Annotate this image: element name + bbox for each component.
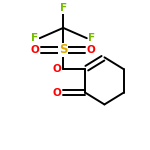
Text: O: O <box>53 64 62 74</box>
Text: F: F <box>88 33 95 43</box>
Text: F: F <box>31 33 38 43</box>
Text: O: O <box>31 45 40 55</box>
Text: F: F <box>60 3 67 13</box>
Text: S: S <box>59 44 68 56</box>
Text: O: O <box>53 88 62 98</box>
Text: O: O <box>87 45 96 55</box>
